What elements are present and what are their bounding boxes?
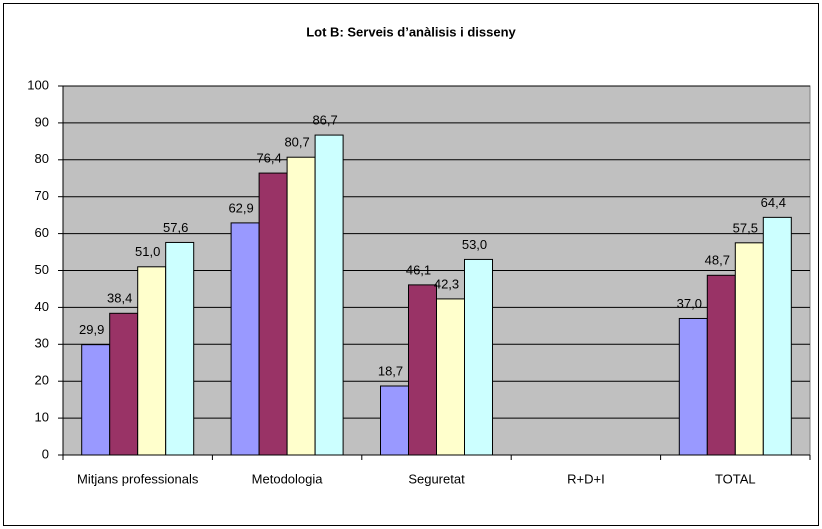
chart-title: Lot B: Serveis d’anàlisis i disseny bbox=[306, 24, 516, 39]
value-label: 37,0 bbox=[677, 296, 702, 311]
x-tick-label: Mitjans professionals bbox=[77, 471, 199, 486]
y-tick-label: 70 bbox=[35, 188, 49, 203]
bar bbox=[734, 242, 764, 456]
value-label: 18,7 bbox=[378, 363, 403, 378]
y-tick-label: 20 bbox=[35, 373, 49, 388]
value-label: 57,5 bbox=[733, 220, 758, 235]
y-tick-label: 30 bbox=[35, 336, 49, 351]
bar bbox=[706, 274, 736, 456]
bar bbox=[464, 258, 493, 456]
y-tick-label: 10 bbox=[35, 410, 49, 425]
x-tick-label: TOTAL bbox=[715, 471, 756, 486]
value-label: 64,4 bbox=[761, 195, 786, 210]
bar bbox=[678, 317, 708, 456]
value-label: 48,7 bbox=[705, 253, 730, 268]
bar bbox=[436, 298, 465, 456]
value-label: 38,4 bbox=[107, 291, 132, 306]
value-label: 51,0 bbox=[135, 244, 160, 259]
value-label: 42,3 bbox=[434, 276, 459, 291]
value-label: 80,7 bbox=[284, 135, 309, 150]
y-tick-label: 80 bbox=[35, 151, 49, 166]
value-label: 76,4 bbox=[256, 151, 281, 166]
y-tick-label: 0 bbox=[42, 446, 49, 461]
bar bbox=[408, 284, 437, 456]
value-label: 29,9 bbox=[79, 322, 104, 337]
value-label: 86,7 bbox=[312, 113, 337, 128]
bar bbox=[762, 216, 792, 456]
y-tick-label: 90 bbox=[35, 114, 49, 129]
value-label: 53,0 bbox=[462, 237, 487, 252]
value-label: 57,6 bbox=[163, 220, 188, 235]
x-tick-label: R+D+I bbox=[567, 471, 605, 486]
bar bbox=[230, 222, 260, 456]
y-tick-label: 60 bbox=[35, 225, 49, 240]
bar bbox=[258, 172, 288, 456]
y-tick-label: 50 bbox=[35, 262, 49, 277]
bar bbox=[286, 156, 316, 456]
bar bbox=[380, 385, 409, 456]
y-tick-label: 40 bbox=[35, 299, 49, 314]
bar bbox=[314, 134, 344, 456]
value-label: 62,9 bbox=[228, 200, 253, 215]
bar bbox=[165, 241, 195, 456]
x-tick-label: Seguretat bbox=[408, 471, 465, 486]
value-label: 46,1 bbox=[406, 262, 431, 277]
bar bbox=[109, 312, 139, 456]
bar bbox=[137, 266, 167, 456]
y-tick-label: 100 bbox=[27, 77, 49, 92]
bar bbox=[81, 344, 111, 456]
x-tick-label: Metodologia bbox=[252, 471, 324, 486]
